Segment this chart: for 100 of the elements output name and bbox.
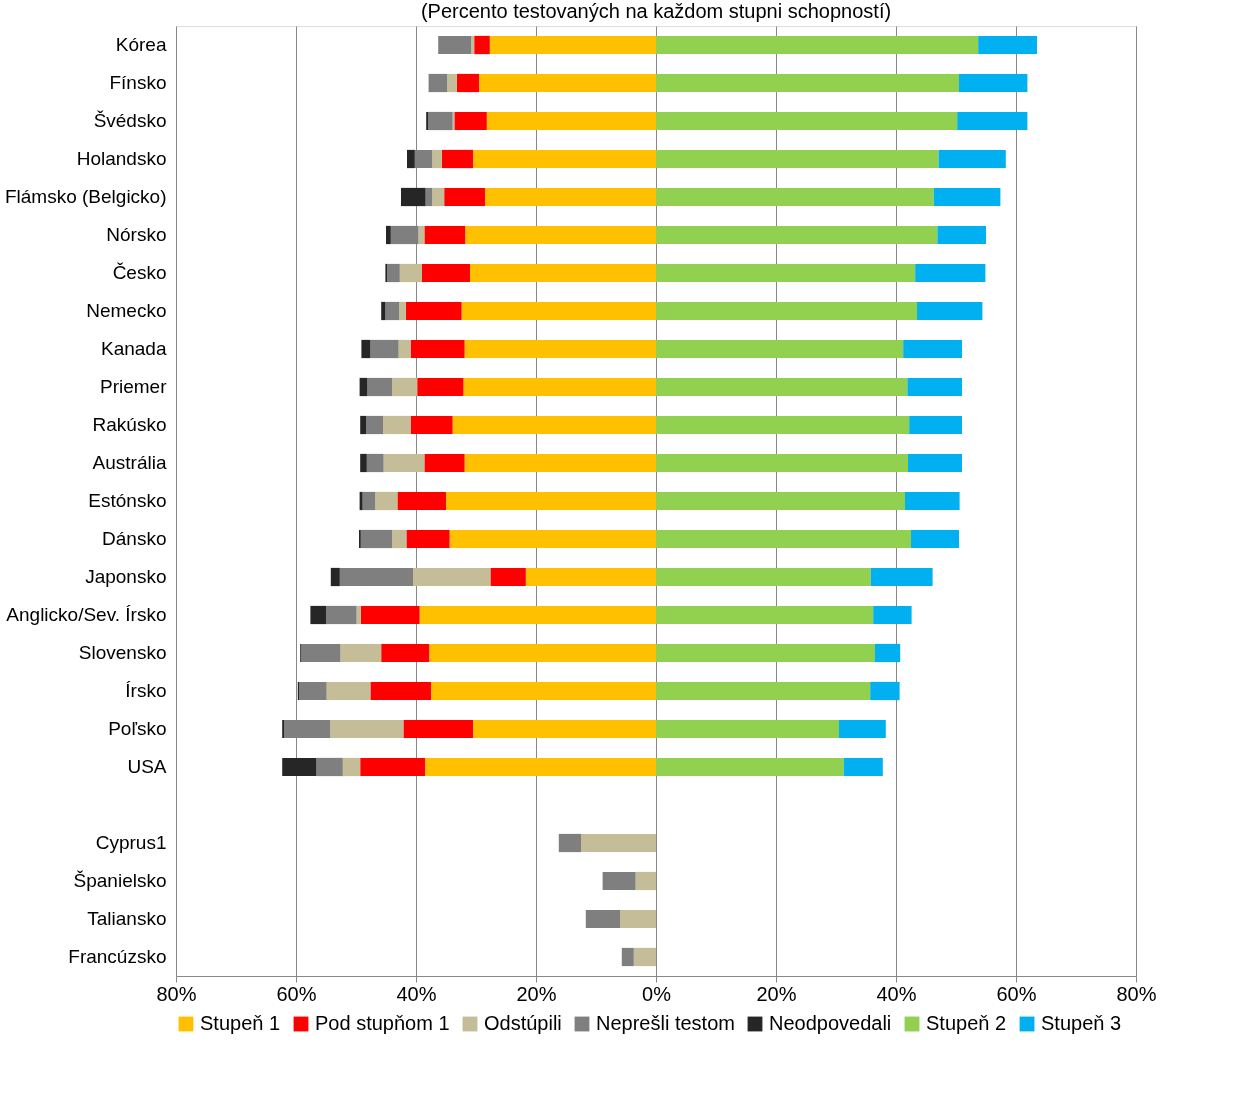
bar xyxy=(366,453,384,473)
bar xyxy=(381,643,430,663)
bar xyxy=(463,377,656,397)
bar xyxy=(366,415,383,435)
y-tick-label: Írsko xyxy=(125,680,167,701)
bar xyxy=(441,149,473,169)
legend-label: Stupeň 2 xyxy=(926,1012,1007,1034)
bar xyxy=(908,453,962,473)
bar xyxy=(656,453,908,473)
bar xyxy=(392,529,407,549)
y-tick-label: Fínsko xyxy=(109,72,167,93)
bar xyxy=(449,529,656,549)
bar xyxy=(905,491,960,511)
y-tick-label: Holandsko xyxy=(76,148,167,169)
y-tick-label: Rakúsko xyxy=(92,414,167,435)
y-tick-label: Austrália xyxy=(92,452,167,473)
bar xyxy=(444,187,485,207)
y-tick-label: Taliansko xyxy=(87,908,167,929)
bar xyxy=(471,35,475,55)
bar xyxy=(656,529,911,549)
bar xyxy=(870,567,933,587)
bar xyxy=(656,225,938,245)
bar xyxy=(431,681,656,701)
bar xyxy=(360,453,367,473)
bar xyxy=(656,719,839,739)
bar xyxy=(937,225,986,245)
legend-label: Neodpovedali xyxy=(769,1012,892,1034)
bar xyxy=(326,605,357,625)
x-tick-label: 20% xyxy=(756,982,797,1005)
bar xyxy=(359,491,363,511)
bar xyxy=(399,263,422,283)
bar xyxy=(489,35,656,55)
y-tick-label: Priemer xyxy=(99,376,168,397)
bar xyxy=(656,73,959,93)
x-tick-label: 80% xyxy=(156,982,197,1005)
bar xyxy=(401,187,426,207)
bar xyxy=(446,491,656,511)
bar xyxy=(917,301,983,321)
bar xyxy=(447,73,457,93)
y-tick-label: Estónsko xyxy=(88,490,167,511)
bar xyxy=(656,491,905,511)
bar xyxy=(486,111,656,131)
bar xyxy=(360,605,420,625)
y-tick-label: Španielsko xyxy=(73,870,167,891)
y-tick-label: Cyprus1 xyxy=(95,832,167,853)
bar xyxy=(413,567,491,587)
bar xyxy=(490,567,526,587)
bar xyxy=(392,377,418,397)
bar xyxy=(620,909,656,929)
bar xyxy=(370,681,431,701)
bar xyxy=(454,111,487,131)
bar xyxy=(474,35,490,55)
bar xyxy=(479,73,656,93)
x-tick-label: 60% xyxy=(996,982,1037,1005)
y-tick-label: Česko xyxy=(112,262,167,283)
bar xyxy=(410,415,453,435)
bar xyxy=(370,339,399,359)
bar xyxy=(403,719,473,739)
bar xyxy=(621,947,634,967)
bar xyxy=(656,605,874,625)
bar xyxy=(429,643,656,663)
bar xyxy=(656,187,934,207)
y-tick-label: Poľsko xyxy=(108,718,167,739)
bar xyxy=(428,73,448,93)
bar xyxy=(361,339,371,359)
bar xyxy=(473,149,656,169)
y-tick-label: Dánsko xyxy=(102,528,167,549)
bar xyxy=(656,35,979,55)
x-tick-label: 20% xyxy=(516,982,557,1005)
legend-label: Stupeň 1 xyxy=(200,1012,281,1034)
bar xyxy=(464,453,656,473)
y-tick-label: Anglicko/Sev. Írsko xyxy=(6,604,167,625)
bar xyxy=(452,415,656,435)
bar xyxy=(843,757,883,777)
bar xyxy=(909,415,962,435)
bar xyxy=(581,833,656,853)
bar xyxy=(470,263,656,283)
bar xyxy=(398,339,411,359)
bar xyxy=(339,567,413,587)
bar xyxy=(915,263,986,283)
y-tick-label: Nórsko xyxy=(106,224,167,245)
bar xyxy=(299,681,327,701)
bar xyxy=(383,453,425,473)
bar xyxy=(330,719,404,739)
bar xyxy=(473,719,656,739)
bar xyxy=(656,567,871,587)
legend-label: Pod stupňom 1 xyxy=(315,1012,450,1034)
bar xyxy=(397,491,446,511)
bar xyxy=(933,187,1001,207)
bar xyxy=(310,605,326,625)
bar xyxy=(465,225,656,245)
bar xyxy=(405,301,462,321)
bar xyxy=(422,263,470,283)
bar xyxy=(907,377,962,397)
bar xyxy=(558,833,581,853)
x-tick-label: 0% xyxy=(642,982,672,1005)
bar xyxy=(418,225,425,245)
bar xyxy=(602,871,636,891)
bar xyxy=(419,605,656,625)
y-tick-label: Japonsko xyxy=(85,566,167,587)
